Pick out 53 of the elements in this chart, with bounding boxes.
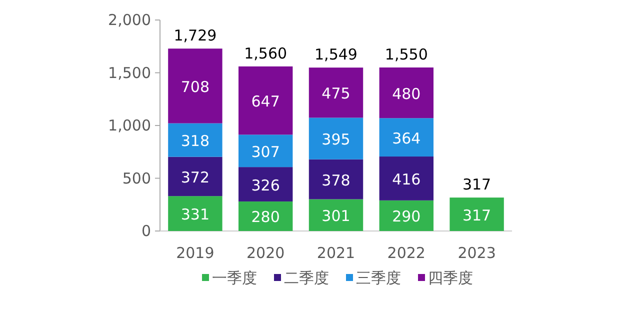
data-label: 364 — [392, 129, 421, 148]
bar — [379, 200, 434, 231]
total-label: 1,549 — [314, 46, 358, 64]
data-label: 301 — [322, 207, 350, 226]
legend-label: 二季度 — [284, 269, 329, 287]
bar — [168, 48, 222, 124]
legend-label: 三季度 — [356, 269, 401, 287]
data-label: 708 — [180, 78, 210, 96]
total-label: 1,560 — [244, 44, 288, 62]
x-tick-label: 2019 — [176, 244, 214, 262]
data-label: 372 — [180, 168, 210, 186]
bar — [168, 123, 222, 157]
total-label: 1,729 — [174, 26, 217, 45]
bar — [308, 199, 364, 231]
bar — [379, 118, 434, 157]
bar — [308, 118, 364, 160]
bar — [168, 156, 222, 196]
bar — [308, 159, 364, 200]
total-label: 1,550 — [384, 45, 428, 64]
data-label: 280 — [251, 208, 280, 226]
bar — [450, 198, 504, 231]
x-tick-label: 2021 — [316, 244, 356, 262]
x-tick-label: 2023 — [458, 244, 496, 262]
y-tick-label: 1,000 — [108, 116, 151, 134]
data-label: 331 — [180, 206, 210, 224]
data-label: 318 — [180, 132, 210, 150]
data-label: 326 — [251, 176, 280, 194]
bar — [308, 68, 364, 118]
data-label: 395 — [322, 130, 350, 149]
data-label: 647 — [251, 92, 280, 111]
data-label: 290 — [392, 208, 421, 226]
bar — [168, 196, 222, 231]
x-tick-label: 2020 — [246, 244, 285, 262]
bar — [379, 67, 434, 118]
data-label: 416 — [392, 170, 421, 188]
data-label: 317 — [462, 206, 492, 224]
x-tick-label: 2022 — [387, 244, 426, 262]
data-label: 307 — [251, 142, 280, 161]
bar — [238, 134, 293, 168]
y-tick-label: 2,000 — [108, 11, 151, 29]
legend-label: 四季度 — [428, 269, 473, 287]
data-label: 378 — [322, 171, 350, 190]
data-label: 480 — [392, 84, 421, 103]
bar — [238, 66, 293, 135]
data-label: 475 — [322, 84, 350, 103]
bar — [379, 156, 434, 200]
total-label: 317 — [462, 176, 492, 194]
y-tick-label: 1,500 — [108, 64, 151, 82]
legend-label: 一季度 — [212, 269, 257, 287]
bar — [238, 167, 293, 202]
y-tick-label: 500 — [122, 169, 151, 188]
bar — [238, 201, 293, 231]
y-tick-label: 0 — [141, 222, 151, 240]
